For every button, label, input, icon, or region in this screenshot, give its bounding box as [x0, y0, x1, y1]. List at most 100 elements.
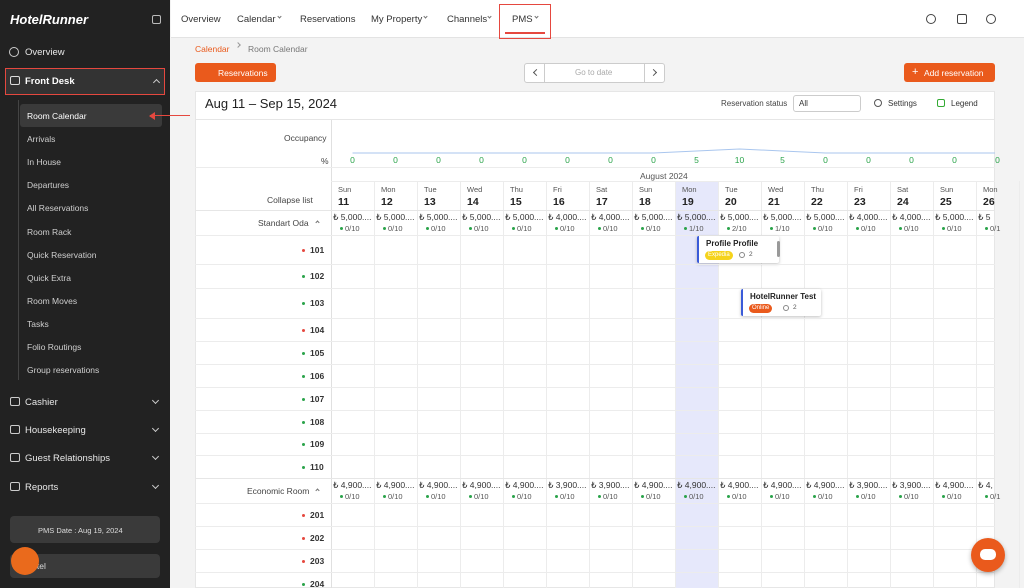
room-number[interactable]: 104	[310, 324, 325, 335]
sub-item[interactable]: Room Rack	[27, 226, 72, 237]
sub-item[interactable]: In House	[27, 157, 62, 168]
row-line	[195, 410, 995, 411]
sub-item[interactable]: Tasks	[27, 318, 49, 329]
resize-handle	[777, 241, 780, 257]
sub-item[interactable]: Departures	[27, 180, 70, 191]
date-input[interactable]	[545, 63, 644, 83]
row-line	[195, 572, 995, 573]
price: ₺ 4,900....	[677, 480, 716, 490]
avail-dot	[727, 495, 730, 498]
column-line	[503, 181, 504, 588]
room-number[interactable]: 105	[310, 347, 325, 358]
add-reservation-button[interactable]: + Add reservation	[904, 63, 995, 82]
room-number[interactable]: 201	[310, 509, 325, 520]
avail-dot	[383, 495, 386, 498]
status-label: Reservation status	[721, 99, 788, 108]
top-nav-item[interactable]: Overview	[181, 14, 221, 25]
calendar-panel	[195, 91, 995, 588]
day-of-week: Fri	[553, 185, 562, 194]
room-number[interactable]: 110	[310, 461, 324, 472]
day-number: 17	[596, 196, 608, 208]
sub-item[interactable]: Folio Routings	[27, 342, 82, 352]
room-number[interactable]: 101	[310, 244, 325, 255]
room-number[interactable]: 106	[310, 370, 325, 381]
nav-item[interactable]: Housekeeping	[25, 425, 86, 436]
price: ₺ 3,900....	[591, 480, 630, 490]
room-number[interactable]: 103	[310, 298, 325, 308]
sub-item[interactable]: Room Calendar	[27, 111, 87, 121]
reservations-button[interactable]: Reservations	[195, 63, 276, 82]
occupancy-value: 0	[522, 155, 527, 165]
room-number[interactable]: 108	[310, 416, 325, 427]
occupancy-value: 0	[608, 155, 613, 165]
nav-item[interactable]: Reports	[25, 482, 59, 493]
breadcrumb-link[interactable]: Calendar	[195, 44, 230, 54]
avail-dot	[727, 227, 730, 230]
row-line	[331, 181, 995, 182]
status-select[interactable]	[793, 95, 861, 112]
settings[interactable]: Settings	[888, 99, 917, 108]
top-nav-item[interactable]: Reservations	[300, 14, 356, 25]
room-type-name[interactable]: Standart Oda	[258, 218, 309, 228]
status-dot	[302, 443, 305, 446]
top-nav-item[interactable]: Calendar	[237, 14, 276, 25]
sub-item[interactable]: Group reservations	[27, 365, 100, 376]
availability: 0/1	[990, 492, 1001, 501]
room-number[interactable]: 203	[310, 555, 325, 566]
nav-item[interactable]: Front Desk	[25, 76, 75, 87]
availability: 0/10	[947, 224, 962, 233]
sub-item[interactable]: Arrivals	[27, 134, 56, 145]
day-number: 12	[381, 196, 393, 208]
placeholder: Go to date	[575, 68, 613, 77]
room-number[interactable]: 109	[310, 439, 325, 449]
sub-item[interactable]: Quick Extra	[27, 272, 71, 283]
room-type-name[interactable]: Economic Room	[247, 486, 310, 496]
cookie-button[interactable]	[11, 547, 39, 575]
room-number[interactable]: 102	[310, 271, 325, 281]
day-number: 16	[553, 196, 565, 208]
price: ₺ 5,000....	[419, 212, 458, 222]
top-nav-item[interactable]: Channels	[447, 14, 488, 25]
avail-dot	[512, 495, 515, 498]
button-label: Add reservation	[924, 68, 984, 78]
availability: 0/10	[775, 492, 790, 501]
column-line	[374, 181, 375, 588]
top-nav-item[interactable]: PMS	[512, 14, 533, 25]
nav-item[interactable]: Cashier	[25, 397, 58, 408]
nav-item[interactable]: Overview	[25, 47, 65, 58]
source-tag: Expedia	[705, 251, 733, 260]
availability: 0/10	[646, 492, 661, 501]
room-number[interactable]: 202	[310, 532, 325, 543]
top-nav-item[interactable]: My Property	[371, 14, 423, 25]
top-icon[interactable]	[957, 14, 967, 24]
availability: 0/10	[646, 224, 661, 233]
price: ₺ 5,000....	[806, 212, 845, 222]
avail-dot	[899, 495, 902, 498]
availability: 0/1	[990, 224, 1001, 233]
icon	[10, 482, 20, 491]
collapse-icon[interactable]	[152, 15, 161, 24]
legend[interactable]: Legend	[951, 99, 978, 108]
status-dot	[302, 351, 305, 355]
next-button[interactable]	[644, 63, 665, 83]
room-number[interactable]: 107	[310, 393, 325, 404]
date-range: Aug 11 – Sep 15, 2024	[205, 96, 338, 111]
sub-item[interactable]: All Reservations	[27, 203, 89, 214]
price: ₺ 3,900....	[548, 480, 587, 490]
top-icon[interactable]	[926, 14, 936, 24]
nav-item[interactable]: Guest Relationships	[25, 453, 111, 464]
collapse-list[interactable]: Collapse list	[267, 195, 313, 205]
prev-button[interactable]	[524, 63, 545, 83]
reservation[interactable]: Profile Profile Expedia 2	[697, 236, 780, 263]
sub-item[interactable]: Quick Reservation	[27, 249, 97, 260]
column-line	[847, 181, 848, 588]
top-icon[interactable]	[986, 14, 996, 24]
avail-dot	[684, 495, 687, 498]
status-dot	[302, 465, 305, 469]
column-line	[632, 181, 633, 588]
sub-item[interactable]: Room Moves	[27, 295, 78, 306]
sidebar	[0, 0, 170, 588]
guest-icon	[783, 305, 789, 311]
reservation[interactable]: HotelRunner Test Online 2	[741, 289, 821, 316]
room-number[interactable]: 204	[310, 578, 325, 588]
